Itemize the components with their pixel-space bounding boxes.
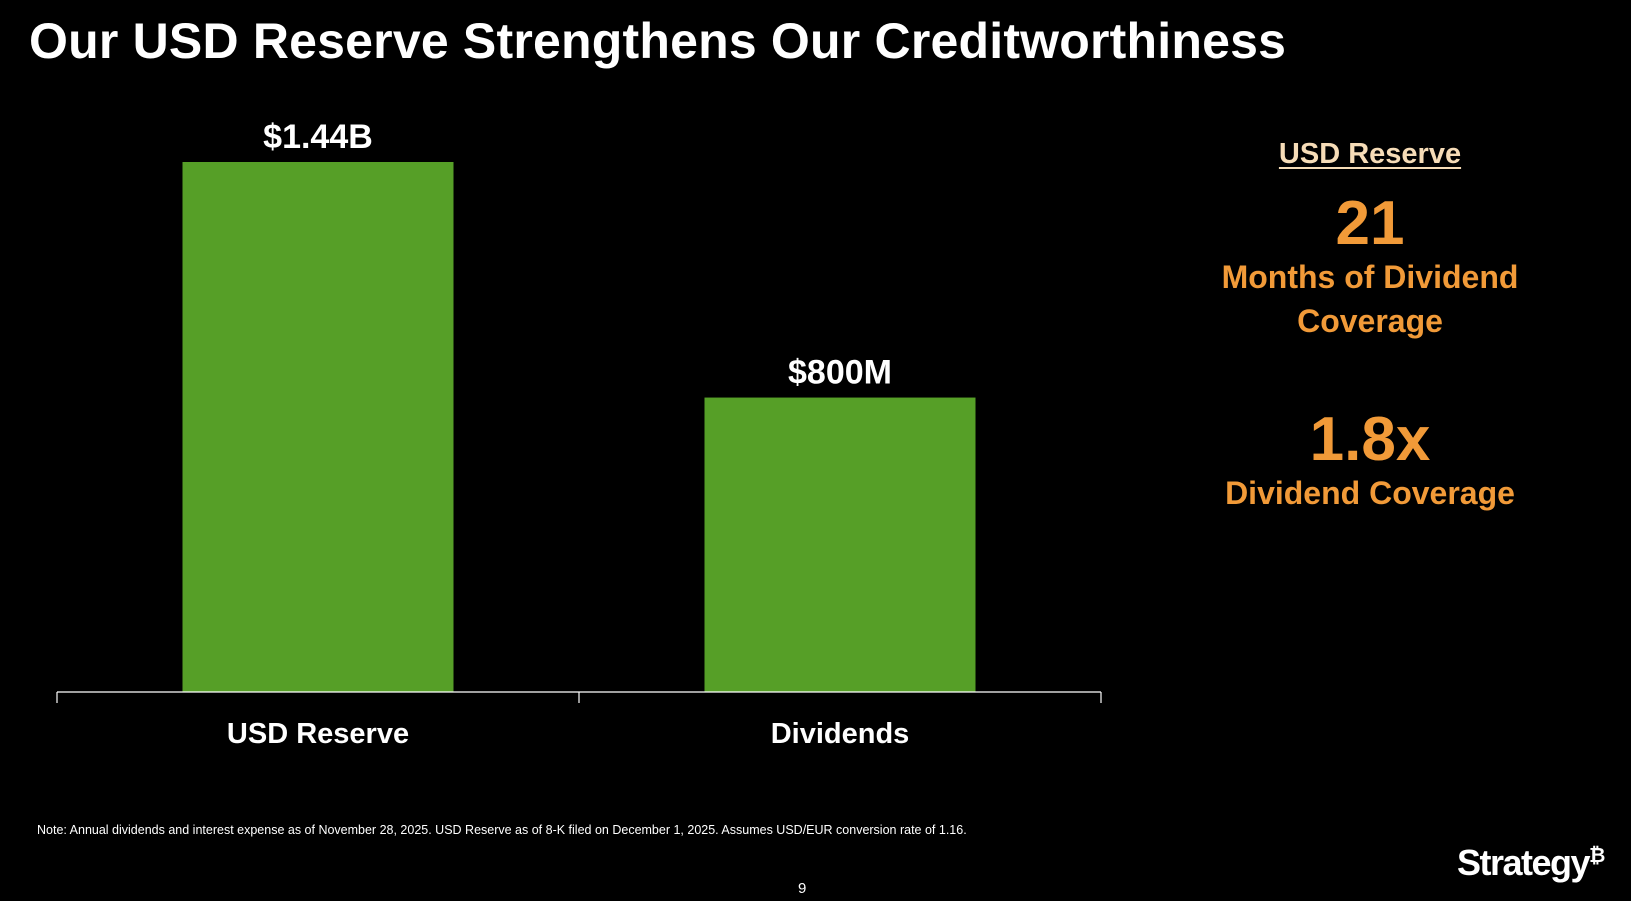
- data-label-1: $800M: [788, 354, 892, 392]
- logo-wordmark: Strategy: [1457, 842, 1591, 883]
- data-label-0: $1.44B: [263, 118, 373, 156]
- dividend-coverage-label: Dividend Coverage: [1225, 475, 1515, 511]
- strategy-logo: Strategy₿: [1457, 842, 1605, 884]
- months-coverage-label-line-1: Months of Dividend: [1221, 259, 1519, 295]
- months-coverage-label-line-2: Coverage: [1297, 303, 1443, 339]
- bar-0: [182, 162, 454, 692]
- panel-heading: USD Reserve: [1278, 138, 1462, 170]
- category-label-1: Dividends: [771, 718, 910, 750]
- bar-chart: $1.44B USD Reserve $800M Dividends: [56, 118, 1102, 750]
- footnote: Note: Annual dividends and interest expe…: [37, 823, 967, 837]
- usd-reserve-panel: USD Reserve 21 Months of Dividend Covera…: [1160, 138, 1580, 515]
- bitcoin-icon: ₿: [1589, 845, 1606, 867]
- category-label-0: USD Reserve: [227, 718, 409, 750]
- months-coverage-value: 21: [1335, 189, 1405, 258]
- bar-1: [704, 397, 976, 692]
- page-number: 9: [798, 880, 807, 897]
- slide-title: Our USD Reserve Strengthens Our Creditwo…: [29, 13, 1287, 69]
- dividend-coverage-value: 1.8x: [1309, 405, 1431, 474]
